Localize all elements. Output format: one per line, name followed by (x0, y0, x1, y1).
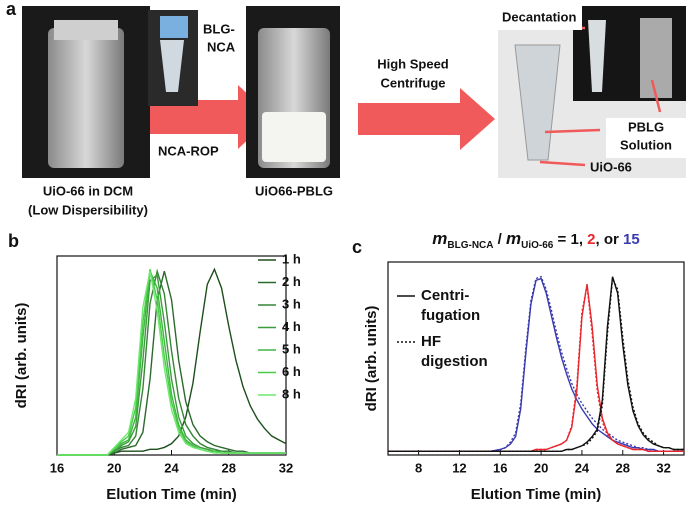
label-box (498, 6, 582, 30)
vial (640, 18, 672, 98)
x-tick-label: 28 (222, 460, 236, 475)
title-part: / (494, 231, 507, 248)
title-part: m (432, 229, 447, 248)
arrow-label: High Speed (377, 56, 449, 71)
caption: UiO-66 in DCM (43, 183, 133, 198)
inset-label: NCA (207, 39, 236, 54)
plot-frame (56, 255, 287, 456)
label: Solution (620, 137, 672, 152)
tube (160, 40, 184, 92)
vial (48, 28, 124, 168)
panel-label: c (352, 237, 362, 257)
tube (588, 20, 606, 92)
tube-cap (160, 16, 188, 38)
arrow-label: NCA-ROP (158, 143, 219, 158)
legend-label: 8 h (282, 386, 301, 401)
pointer (539, 160, 586, 167)
x-tick-label: 24 (164, 460, 179, 475)
panel-label: a (6, 0, 17, 19)
x-tick-label: 32 (279, 460, 293, 475)
title-part: = (553, 231, 570, 248)
x-tick-label: 8 (415, 460, 422, 475)
legend-label: 5 h (282, 341, 301, 356)
label: PBLG (628, 119, 664, 134)
inset-label: BLG- (203, 21, 235, 36)
x-tick-label: 12 (452, 460, 466, 475)
caption: UiO66-PBLG (255, 183, 333, 198)
pointer (544, 128, 601, 134)
x-tick-label: 16 (50, 460, 64, 475)
panel-label: b (8, 231, 19, 251)
title-part: BLG-NCA (447, 240, 493, 251)
arrow-label: Centrifuge (381, 75, 446, 90)
label: UiO-66 (590, 159, 632, 174)
title-part: 1 (570, 231, 578, 248)
title-part: UiO-66 (521, 240, 554, 251)
panel-a: a BLG- NCA NCA-ROP High Speed Centrifuge… (6, 0, 688, 217)
legend-label: 1 h (282, 251, 301, 266)
legend-label: 6 h (282, 364, 301, 379)
legend-label: fugation (421, 307, 480, 324)
title-part: 15 (623, 231, 640, 248)
legend-label: digestion (421, 353, 488, 370)
series-line (57, 270, 286, 456)
x-tick-label: 16 (493, 460, 507, 475)
vial-cap (54, 20, 118, 40)
series-line (388, 275, 684, 453)
pointer (650, 79, 662, 113)
title-part: 2 (587, 231, 595, 248)
x-tick-label: 32 (656, 460, 670, 475)
suspension (262, 112, 326, 162)
title-part: m (506, 229, 521, 248)
x-tick-label: 28 (616, 460, 630, 475)
legend-label: 2 h (282, 274, 301, 289)
x-tick-label: 20 (534, 460, 548, 475)
plot-frame (387, 261, 685, 456)
caption: (Low Dispersibility) (28, 202, 148, 217)
label-box (606, 118, 688, 158)
legend-label: HF (421, 333, 441, 350)
y-axis-label: dRI (arb. units) (13, 303, 30, 409)
x-axis-label: Elution Time (min) (106, 486, 237, 503)
arrow (358, 88, 495, 150)
series-line (57, 271, 286, 456)
legend-label: Centri- (421, 287, 469, 304)
y-axis-label: dRI (arb. units) (363, 306, 380, 412)
x-tick-label: 20 (107, 460, 121, 475)
legend-label: 4 h (282, 319, 301, 334)
legend-label: 3 h (282, 296, 301, 311)
x-tick-label: 24 (575, 460, 590, 475)
x-axis-label: Elution Time (min) (471, 486, 602, 503)
title-part: , (579, 231, 587, 248)
title-part: , or (596, 231, 624, 248)
chart-title: mBLG-NCA / mUiO-66 = 1, 2, or 15 (432, 229, 639, 251)
label: Decantation (502, 9, 576, 24)
